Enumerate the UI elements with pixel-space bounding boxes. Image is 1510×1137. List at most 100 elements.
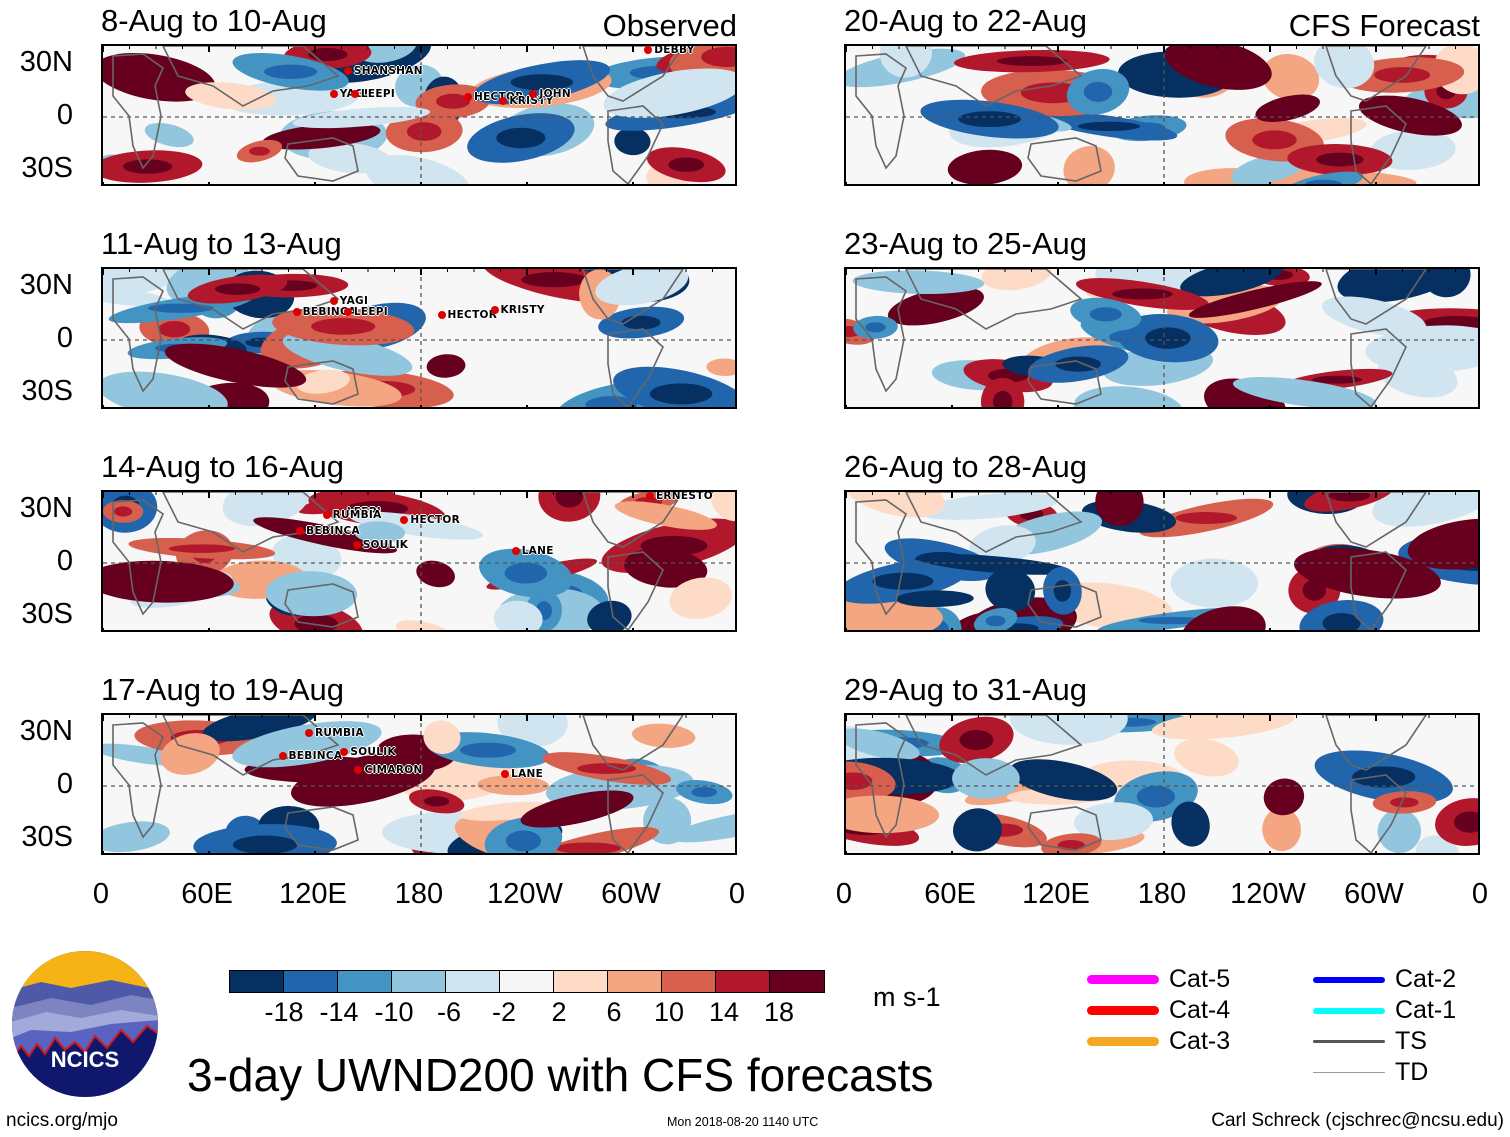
storm-label: KRISTY [509, 95, 554, 108]
easterly-anomaly-blob [917, 492, 1059, 520]
colorbar-swatch [230, 971, 284, 992]
anomaly-core [460, 742, 516, 758]
continent-outline [582, 715, 684, 771]
wind-anomaly-map: SHANSHANYAGILEEPIHECTORKRISTYJOHNDEBBY [101, 44, 737, 186]
cfs-forecast-label: CFS Forecast [1288, 8, 1480, 43]
westerly-anomaly-blob [1151, 715, 1295, 740]
anomaly-core [1441, 533, 1478, 556]
legend-item: Cat-2 [1313, 965, 1456, 994]
legend-line-icon [1087, 975, 1159, 984]
longitude-label: 60E [181, 878, 233, 910]
storm-marker-icon [343, 307, 352, 316]
panel-period-title: 17-Aug to 19-Aug [101, 672, 345, 707]
longitude-label: 0 [1471, 878, 1489, 910]
anomaly-field [846, 492, 1478, 630]
anomaly-field [103, 492, 735, 630]
anomaly-core [958, 111, 1021, 128]
figure-title: 3-day UWND200 with CFS forecasts [187, 1049, 934, 1101]
longitude-label: 180 [394, 878, 444, 910]
latitude-label: 30S [21, 152, 73, 185]
units-label: m s-1 [873, 982, 941, 1012]
anomaly-core [1435, 269, 1458, 285]
easterly-anomaly-blob [103, 269, 181, 296]
anomaly-core [1272, 102, 1303, 114]
easterly-anomaly-blob [1322, 296, 1427, 337]
continent-outline [855, 722, 907, 839]
anomaly-core [1374, 67, 1431, 83]
continent-outline [905, 269, 1083, 330]
anomaly-core [999, 580, 1022, 600]
continent-outline [1325, 269, 1427, 325]
storm-label: SHANSHAN [353, 64, 423, 77]
continent-outline [905, 715, 1083, 776]
storm-label: BEBINCA [306, 525, 360, 538]
anomaly-core [308, 47, 348, 61]
storm-label: BEBINCA [302, 305, 357, 318]
easterly-anomaly-blob [282, 332, 413, 376]
longitude-label: 60E [924, 878, 976, 910]
legend-line-icon [1313, 1040, 1385, 1043]
longitude-label: 120E [1022, 878, 1090, 910]
colorbar-swatch [500, 971, 554, 992]
anomaly-core [505, 830, 541, 852]
westerly-anomaly-blob [423, 720, 461, 754]
storm-label: LEEPI [360, 87, 396, 100]
longitude-label: 60W [601, 878, 661, 910]
anomaly-core [691, 786, 718, 798]
longitude-label: 0 [92, 878, 110, 910]
anomaly-core [1055, 356, 1102, 372]
anomaly-core [966, 820, 989, 840]
storm-label: YAGI [339, 294, 369, 307]
storm-label: CIMARON [364, 764, 423, 777]
anomaly-core [114, 506, 133, 517]
anomaly-core [406, 122, 442, 141]
continent-outline [162, 492, 340, 553]
anomaly-core [555, 842, 621, 853]
easterly-anomaly-blob [348, 511, 484, 540]
storm-marker-icon [278, 751, 287, 760]
continent-outline [905, 46, 1083, 107]
easterly-anomaly-blob [1010, 715, 1128, 745]
anomaly-core [232, 835, 298, 853]
colorbar-swatch [716, 971, 770, 992]
storm-marker-icon [529, 89, 538, 98]
easterly-anomaly-blob [365, 155, 470, 184]
anomaly-core [701, 46, 735, 68]
anomaly-field [103, 46, 735, 184]
legend-item: TD [1313, 1058, 1428, 1087]
colorbar-tick-label: 18 [763, 997, 795, 1027]
anomaly-core [1203, 621, 1242, 630]
anomaly-core [123, 159, 173, 174]
legend-label: TS [1395, 1027, 1427, 1055]
anomaly-field [846, 269, 1478, 407]
anomaly-core [1208, 270, 1256, 285]
anomaly-core [203, 358, 268, 374]
footer-url[interactable]: ncics.org/mjo [6, 1110, 118, 1131]
easterly-anomaly-blob [952, 758, 1020, 799]
anomaly-core [437, 360, 455, 372]
westerly-anomaly-blob [395, 620, 454, 630]
continent-outline [582, 492, 684, 548]
anomaly-core [1372, 269, 1431, 286]
anomaly-core [311, 318, 376, 335]
longitude-label: 120W [1230, 878, 1306, 910]
anomaly-core [1053, 580, 1072, 602]
colorbar-tick-label: -18 [264, 997, 304, 1027]
storm-marker-icon [501, 769, 510, 778]
continent-outline [855, 276, 907, 393]
anomaly-core [872, 572, 934, 590]
continent-outline [1350, 774, 1407, 853]
footer-timestamp: Mon 2018-08-20 1140 UTC [667, 1115, 819, 1129]
latitude-label: 30S [21, 598, 73, 631]
colorbar-swatch [554, 971, 608, 992]
anomaly-core [424, 796, 450, 807]
anomaly-core [985, 615, 1006, 627]
latitude-label: 0 [56, 768, 73, 800]
storm-marker-icon [322, 511, 331, 520]
panel-period-title: 11-Aug to 13-Aug [101, 226, 342, 261]
continent-outline [1350, 105, 1407, 184]
legend-label: Cat-2 [1395, 965, 1457, 993]
anomaly-core [992, 390, 1013, 407]
continent-outline [582, 269, 684, 325]
continent-outline [112, 276, 164, 393]
